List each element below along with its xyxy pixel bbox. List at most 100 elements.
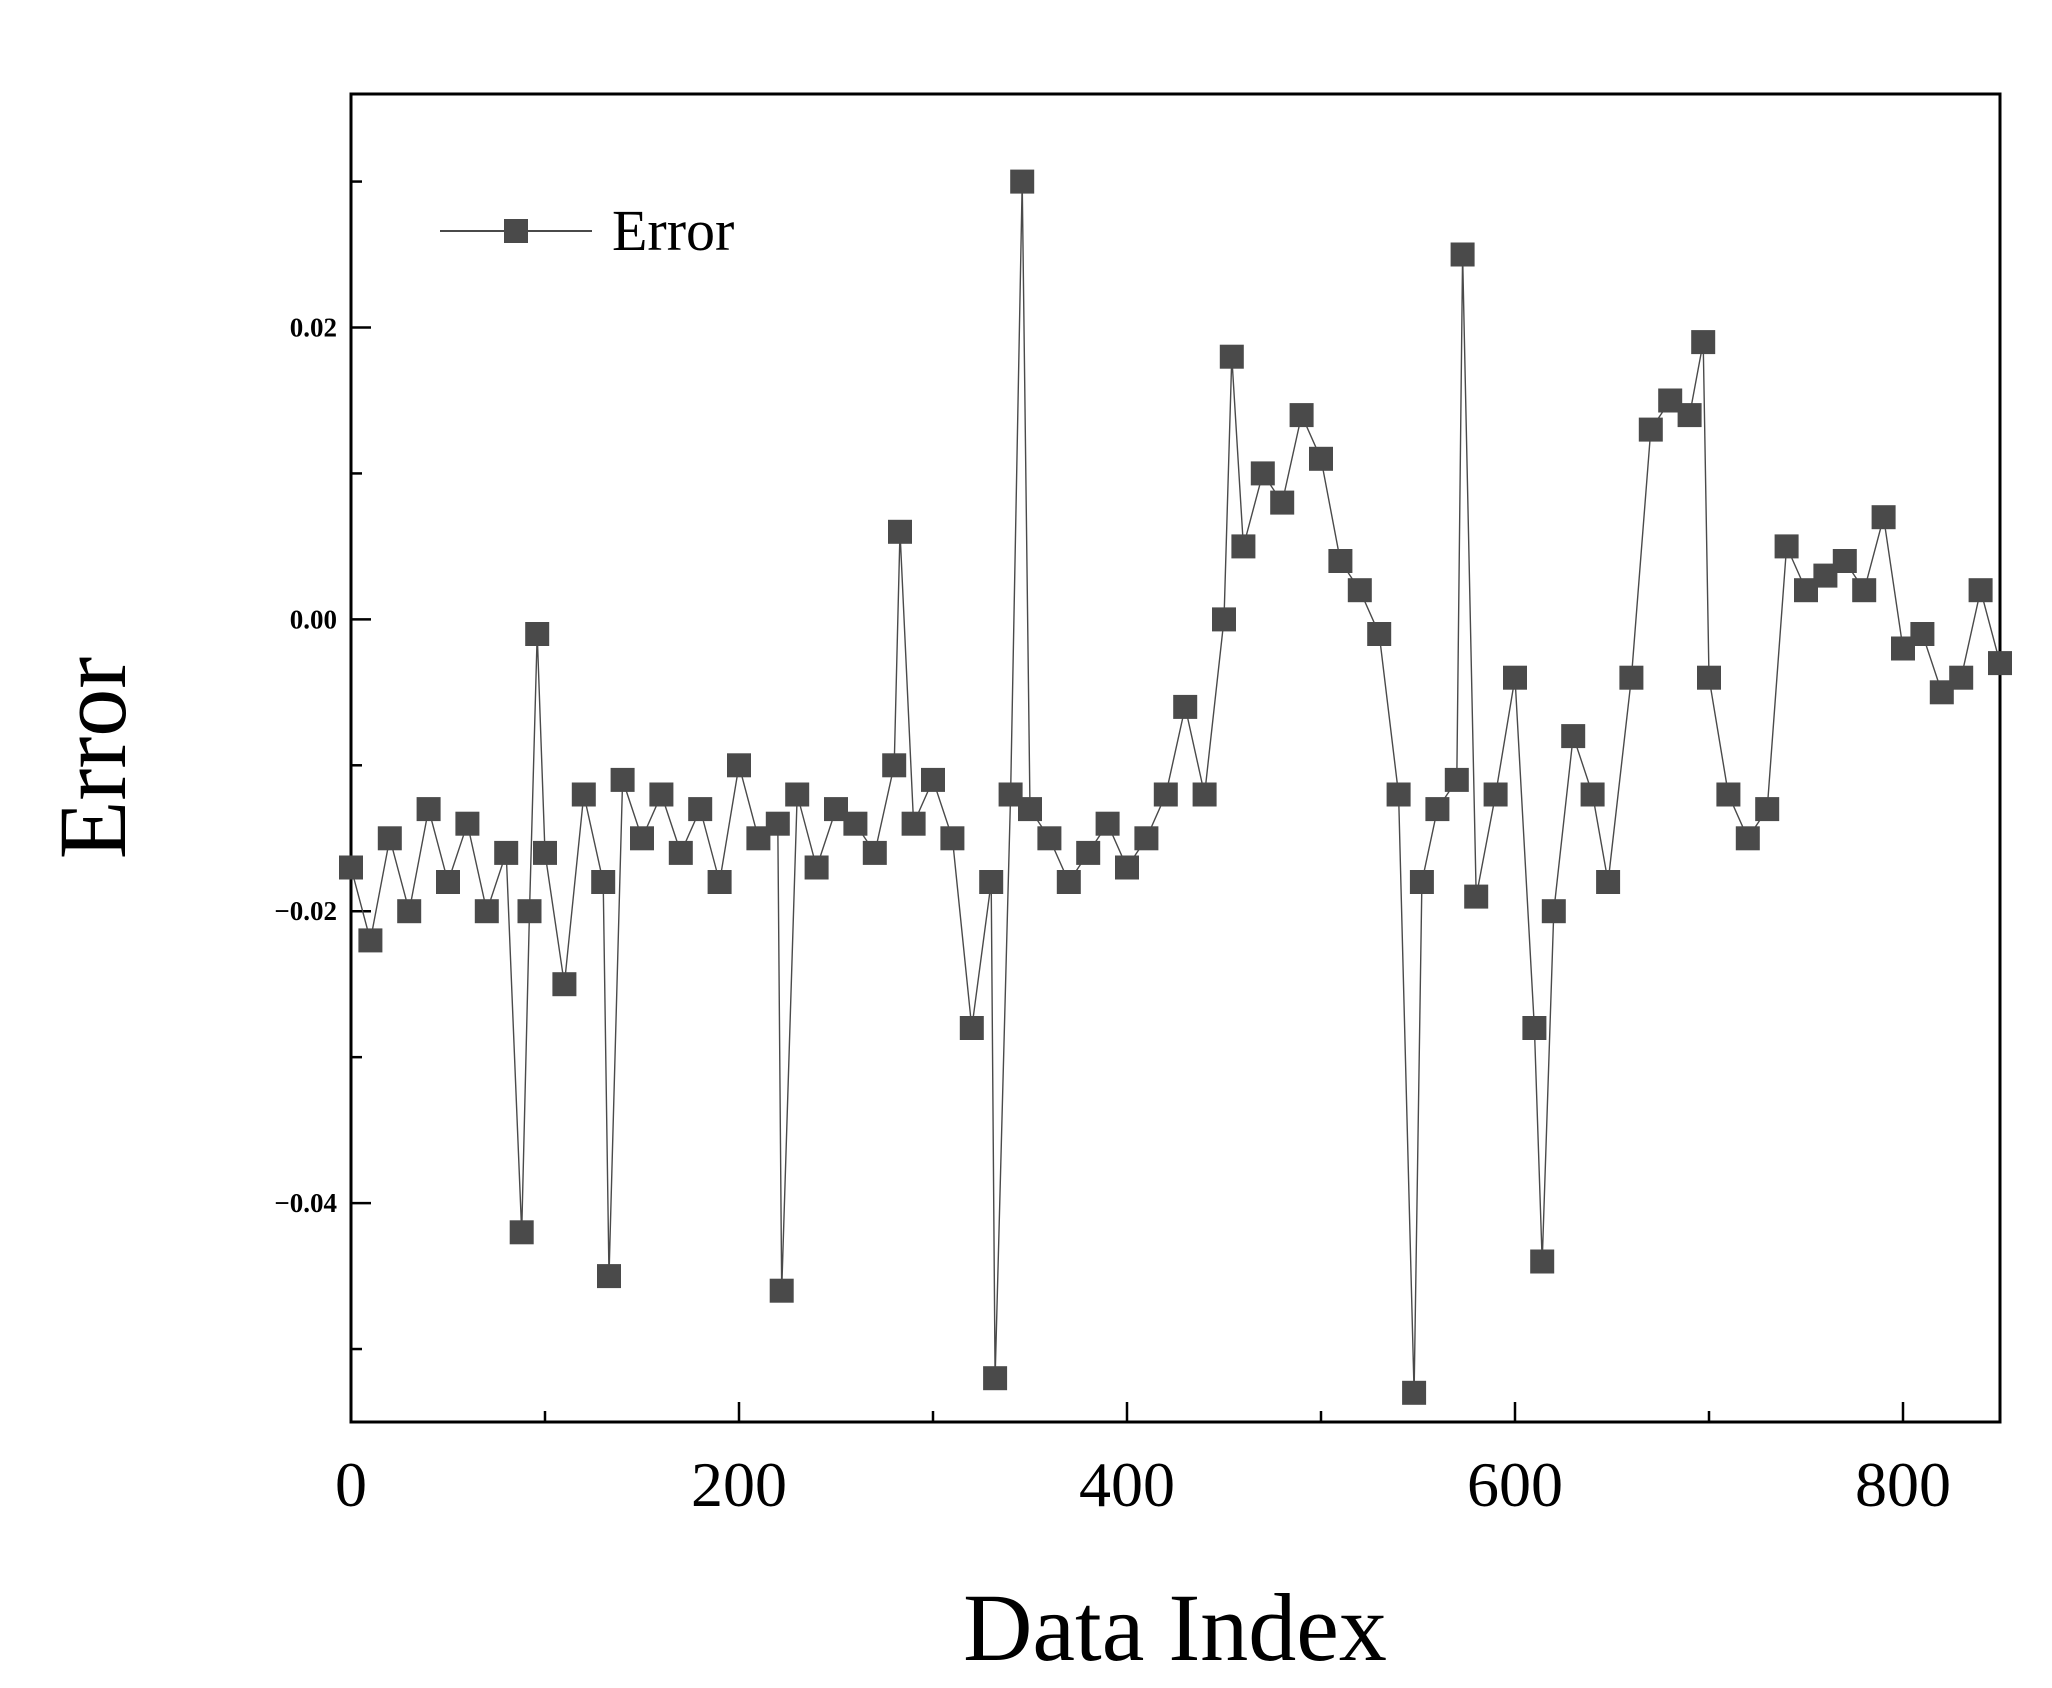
y-axis-title: Error <box>39 657 146 860</box>
data-point <box>901 811 926 836</box>
data-point <box>1328 549 1353 573</box>
data-point <box>785 782 810 807</box>
y-tick-label: 0.00 <box>290 604 337 634</box>
data-point <box>888 519 912 544</box>
x-tick-label: 800 <box>1855 1449 1951 1520</box>
data-point <box>668 840 693 865</box>
data-point <box>688 797 713 822</box>
data-point <box>1270 490 1295 515</box>
x-tick-label: 0 <box>335 1449 367 1520</box>
data-point <box>591 870 616 894</box>
data-point <box>436 870 460 894</box>
data-point <box>1716 782 1741 807</box>
data-point <box>1231 534 1256 559</box>
data-point <box>1076 840 1101 865</box>
data-point <box>1425 797 1450 822</box>
data-point <box>1095 811 1120 836</box>
data-point <box>1522 1016 1547 1040</box>
data-point <box>1037 826 1062 851</box>
data-point <box>1871 505 1896 530</box>
data-point <box>649 782 674 807</box>
data-point <box>1153 782 1178 807</box>
data-point <box>1677 403 1702 428</box>
data-point <box>1735 826 1760 851</box>
data-point <box>1018 797 1042 822</box>
data-point <box>1192 782 1217 807</box>
data-point <box>1409 870 1434 894</box>
data-point <box>494 840 519 865</box>
data-point <box>1483 782 1508 807</box>
data-point <box>882 753 907 778</box>
x-tick-label: 600 <box>1467 1449 1563 1520</box>
data-point <box>1056 870 1081 894</box>
data-point <box>1988 651 2012 676</box>
data-point <box>979 870 1004 894</box>
data-point <box>1289 403 1314 428</box>
error-series <box>339 169 2012 1405</box>
data-point <box>1596 870 1621 894</box>
data-point <box>1309 446 1333 471</box>
data-point <box>843 811 868 836</box>
data-point <box>1444 767 1469 792</box>
data-point <box>1503 665 1527 690</box>
data-point <box>1619 665 1644 690</box>
series-line <box>350 181 2001 1393</box>
data-point <box>1832 549 1857 573</box>
data-point <box>1949 665 1974 690</box>
data-point <box>707 870 732 894</box>
legend-marker <box>504 219 528 243</box>
data-point <box>1250 461 1275 486</box>
data-point <box>552 972 577 997</box>
legend: Error <box>440 198 734 263</box>
data-point <box>525 622 550 646</box>
data-point <box>339 855 363 880</box>
data-point <box>597 1264 621 1289</box>
y-tick-label: −0.02 <box>274 896 337 926</box>
axis-ticks: 0 200 400 600 800 −0.04 −0.02 0.00 0.02 <box>274 180 1951 1520</box>
x-axis-title: Data Index <box>963 1574 1387 1681</box>
data-point <box>630 826 654 851</box>
data-point <box>1968 578 1993 603</box>
legend-label: Error <box>612 198 734 263</box>
data-point <box>1386 782 1411 807</box>
data-point <box>1852 578 1877 603</box>
data-point <box>455 811 480 836</box>
data-point <box>1402 1380 1427 1405</box>
x-tick-label: 200 <box>691 1449 787 1520</box>
data-point <box>1755 797 1780 822</box>
data-point <box>1530 1249 1555 1274</box>
data-point <box>517 899 542 924</box>
data-point <box>474 899 499 924</box>
data-point <box>959 1016 984 1040</box>
y-tick-label: −0.04 <box>274 1188 337 1218</box>
data-point <box>1910 622 1935 646</box>
data-point <box>1450 242 1475 267</box>
data-point <box>358 928 383 953</box>
data-point <box>397 899 422 924</box>
data-point <box>727 753 751 778</box>
data-point <box>1347 578 1372 603</box>
data-point <box>1219 344 1244 369</box>
data-point <box>533 840 557 865</box>
data-point <box>1691 330 1716 355</box>
data-point <box>1561 724 1586 749</box>
data-point <box>416 797 441 822</box>
data-point <box>765 811 790 836</box>
data-point <box>940 826 965 851</box>
data-point <box>1697 665 1721 690</box>
data-point <box>1010 169 1035 194</box>
data-point <box>377 826 402 851</box>
data-point <box>769 1278 794 1303</box>
data-point <box>1541 899 1566 924</box>
y-tick-label: 0.02 <box>290 312 337 342</box>
data-point <box>1638 417 1663 442</box>
data-point <box>1115 855 1139 880</box>
plot-frame <box>349 92 2002 1424</box>
data-point <box>1367 622 1392 646</box>
data-point <box>1173 694 1198 719</box>
data-point <box>1212 607 1236 632</box>
data-point <box>571 782 596 807</box>
data-point <box>804 855 829 880</box>
data-point <box>983 1366 1008 1391</box>
